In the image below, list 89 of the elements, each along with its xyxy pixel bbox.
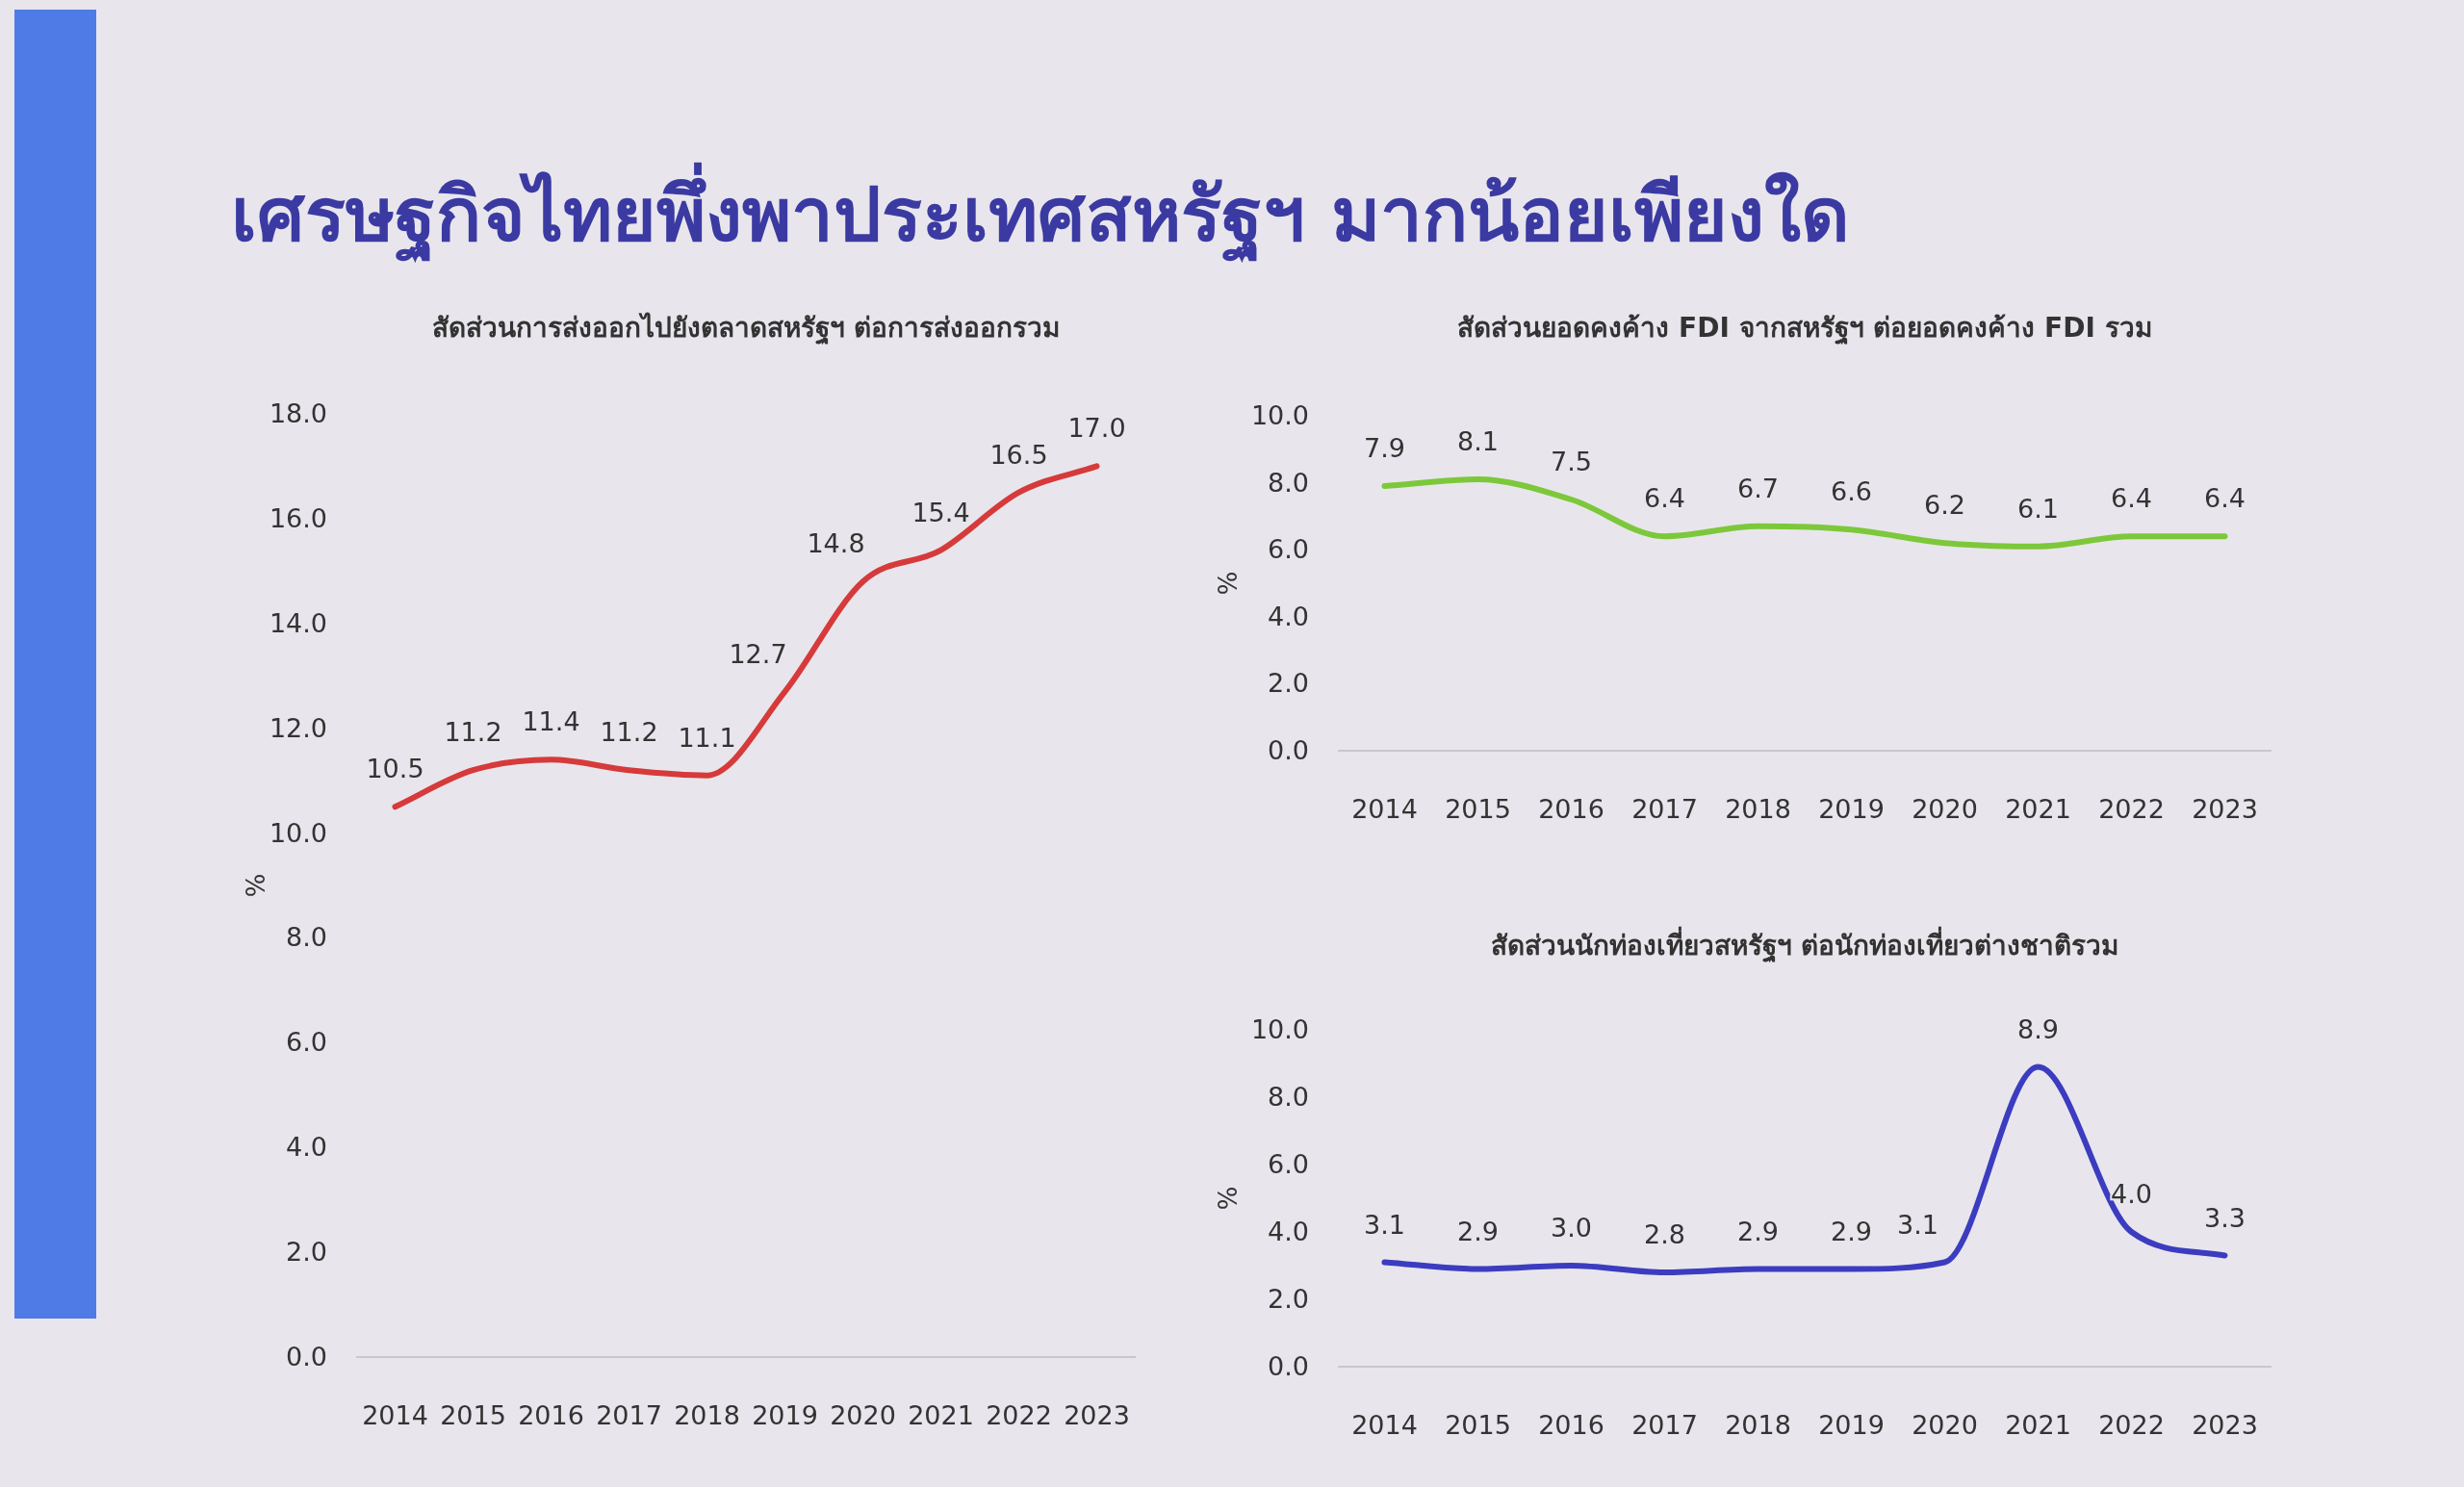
data-label: 2.9 [1457,1216,1499,1246]
data-label: 3.3 [2204,1202,2246,1233]
data-label: 16.5 [989,439,1048,470]
x-tick-label: 2017 [1631,1410,1698,1440]
data-label: 11.4 [522,706,580,737]
y-tick-label: 10.0 [1250,400,1309,430]
y-tick-label: 6.0 [1268,534,1309,565]
data-label: 8.1 [1457,426,1499,457]
data-label: 6.4 [2204,483,2246,514]
y-tick-label: 14.0 [269,607,327,638]
data-label: 2.8 [1644,1219,1685,1249]
y-tick-label: 16.0 [269,502,327,533]
y-tick-label: 2.0 [286,1237,327,1268]
x-tick-label: 2018 [674,1400,740,1430]
y-tick-label: 8.0 [286,922,327,953]
data-label: 7.5 [1551,447,1592,476]
y-tick-label: 12.0 [269,712,327,743]
y-tick-label: 4.0 [1268,1217,1309,1246]
y-axis-title: % [242,873,270,898]
x-tick-label: 2017 [596,1400,662,1430]
x-tick-label: 2020 [1912,1410,1978,1440]
x-tick-label: 2019 [752,1400,818,1430]
data-label: 14.8 [807,528,865,559]
y-tick-label: 4.0 [286,1132,327,1163]
chart-subtitle: สัดส่วนยอดคงค้าง FDI จากสหรัฐฯ ต่อยอดคงค้าง FDI รวม [1457,312,2152,346]
y-tick-label: 0.0 [1268,1351,1309,1381]
y-axis-title: % [1214,571,1243,596]
x-tick-label: 2021 [908,1400,974,1430]
data-label: 7.9 [1364,433,1405,464]
x-tick-label: 2021 [2005,794,2071,824]
data-label: 4.0 [2111,1179,2152,1209]
x-tick-label: 2020 [1912,794,1978,824]
data-label: 6.2 [1924,490,1965,521]
y-tick-label: 2.0 [1268,668,1309,699]
x-tick-label: 2023 [1064,1400,1130,1430]
data-label: 15.4 [911,497,970,527]
x-tick-label: 2022 [2098,794,2165,824]
chart-title: เศรษฐกิจไทยพึ่งพาประเทศสหรัฐฯ มากน้อยเพียงใด [231,162,1851,264]
data-label: 6.4 [1644,483,1685,514]
data-label: 6.7 [1737,473,1779,503]
data-label: 12.7 [729,638,787,669]
y-tick-label: 0.0 [286,1342,327,1372]
data-label: 11.2 [600,717,658,748]
y-tick-label: 0.0 [1268,735,1309,765]
x-tick-label: 2016 [1538,794,1604,824]
x-tick-label: 2015 [1445,794,1511,824]
chart-subtitle: สัดส่วนการส่งออกไปยังตลาดสหรัฐฯ ต่อการส่งออกรวม [431,312,1061,346]
data-label: 11.2 [444,717,502,748]
data-label: 17.0 [1067,413,1126,444]
x-tick-label: 2015 [1445,1410,1511,1440]
x-tick-label: 2016 [1538,1410,1604,1440]
data-label: 6.4 [2111,483,2152,514]
data-label: 11.1 [678,722,736,753]
y-tick-label: 6.0 [286,1027,327,1058]
data-label: 8.9 [2017,1013,2059,1044]
data-label: 2.9 [1831,1216,1872,1246]
y-tick-label: 10.0 [269,817,327,848]
x-tick-label: 2016 [518,1400,584,1430]
y-tick-label: 8.0 [1268,1082,1309,1112]
x-tick-label: 2019 [1818,794,1885,824]
x-tick-label: 2022 [2098,1410,2165,1440]
x-tick-label: 2018 [1725,1410,1791,1440]
chart-subtitle: สัดส่วนนักท่องเที่ยวสหรัฐฯ ต่อนักท่องเที่ยวต่างชาติรวม [1490,926,2119,963]
y-tick-label: 4.0 [1268,601,1309,631]
x-tick-label: 2020 [830,1400,896,1430]
data-label: 10.5 [366,754,424,784]
data-label: 6.1 [2017,493,2059,524]
y-tick-label: 10.0 [1250,1014,1309,1044]
x-tick-label: 2019 [1818,1410,1885,1440]
x-tick-label: 2014 [1351,1410,1418,1440]
y-tick-label: 8.0 [1268,467,1309,498]
x-tick-label: 2018 [1725,794,1791,824]
data-label: 6.6 [1831,476,1872,507]
x-tick-label: 2021 [2005,1410,2071,1440]
data-label: 3.0 [1551,1213,1592,1243]
x-tick-label: 2023 [2192,794,2258,824]
x-tick-label: 2014 [1351,794,1418,824]
y-tick-label: 6.0 [1268,1149,1309,1179]
y-tick-label: 18.0 [269,398,327,428]
y-axis-title: % [1214,1186,1243,1211]
data-label: 2.9 [1737,1216,1779,1246]
x-tick-label: 2014 [362,1400,428,1430]
data-label: 3.1 [1364,1209,1405,1240]
x-tick-label: 2023 [2192,1410,2258,1440]
x-tick-label: 2015 [440,1400,506,1430]
x-tick-label: 2017 [1631,794,1698,824]
y-tick-label: 2.0 [1268,1284,1309,1314]
x-tick-label: 2022 [986,1400,1052,1430]
data-label: 3.1 [1897,1209,1938,1240]
